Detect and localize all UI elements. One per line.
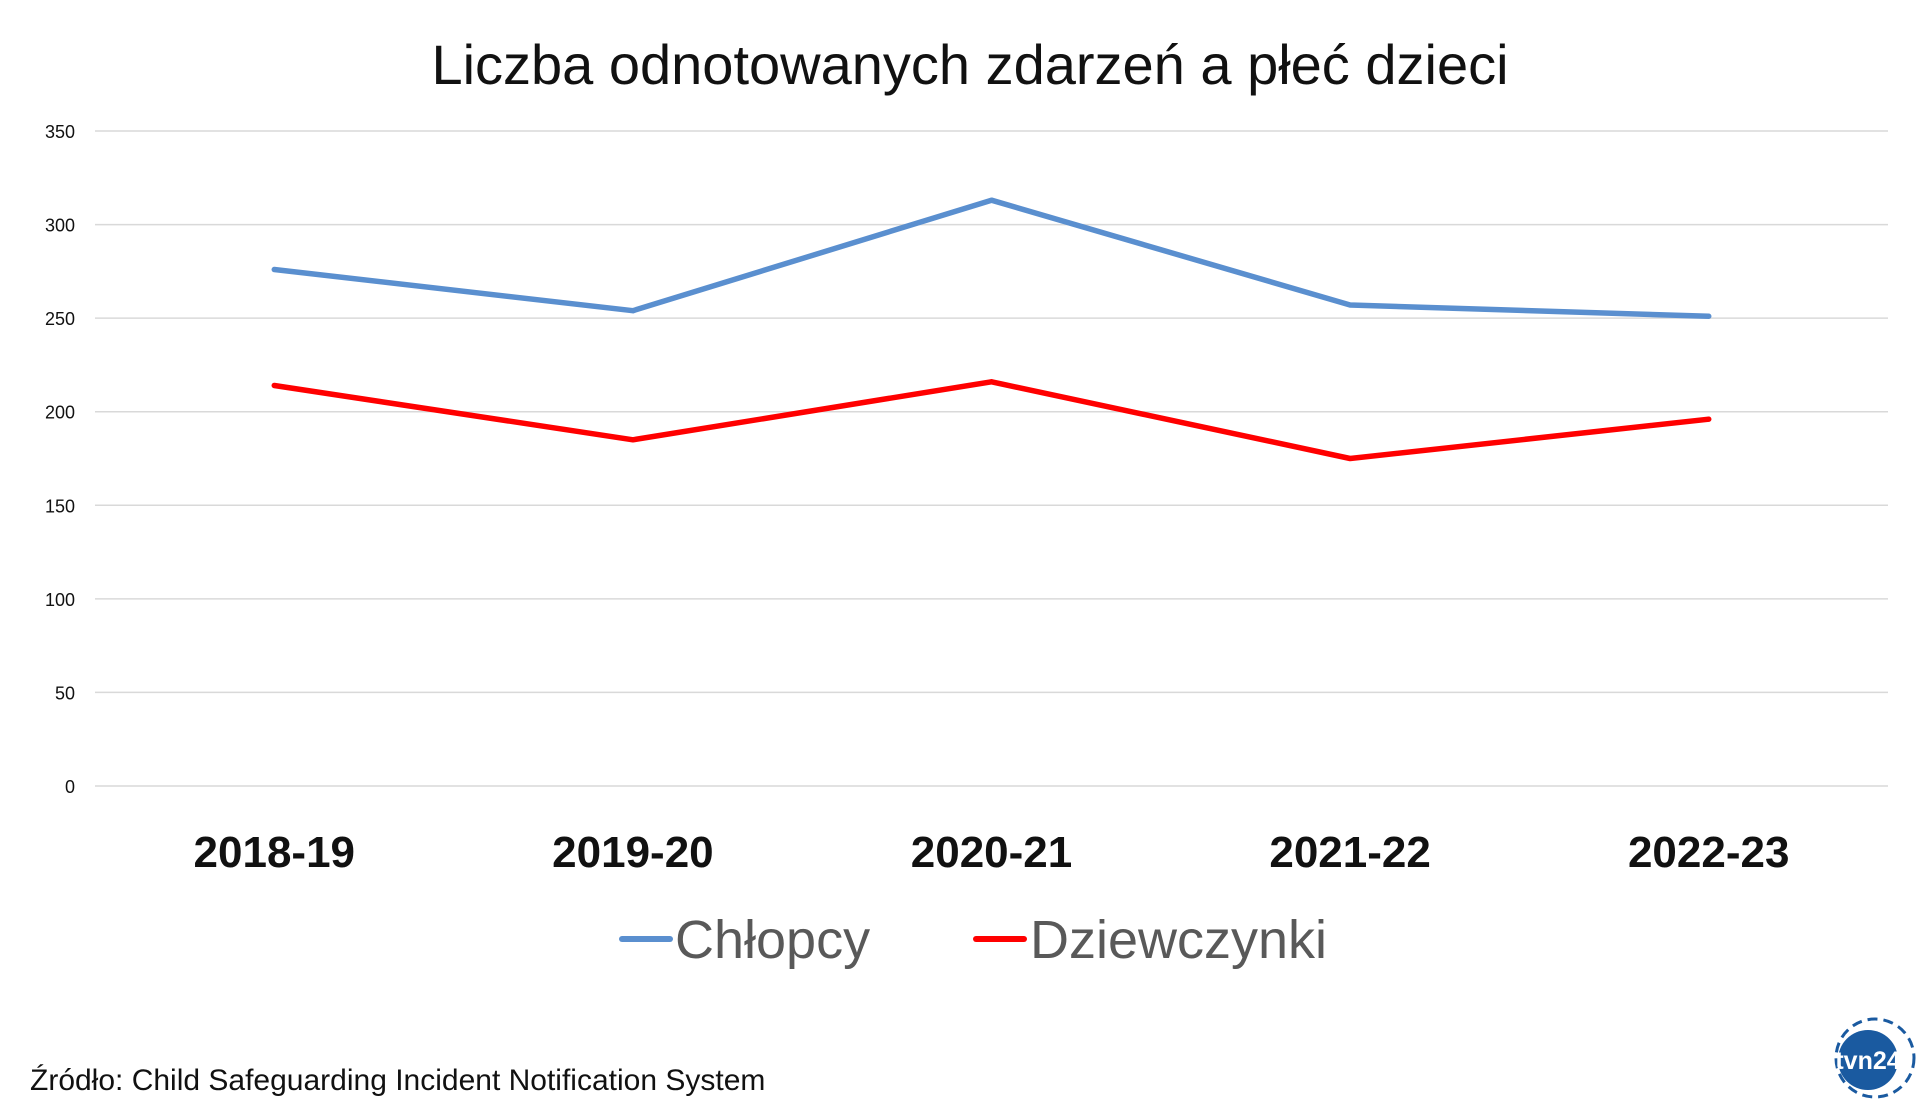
y-tick-label: 100 (45, 590, 75, 610)
x-tick-label: 2022-23 (1628, 828, 1789, 877)
y-tick-label: 300 (45, 216, 75, 236)
x-tick-label: 2021-22 (1269, 828, 1430, 877)
series-lines (271, 197, 1712, 462)
x-axis: 2018-19 2019-20 2020-21 2021-22 2022-23 (194, 828, 1790, 877)
legend: Chłopcy Dziewczynki (619, 910, 1327, 970)
data-point (271, 266, 277, 272)
x-tick-label: 2018-19 (194, 828, 355, 877)
legend-label: Chłopcy (675, 910, 870, 970)
series-line-0 (271, 197, 1712, 320)
x-tick-label: 2019-20 (552, 828, 713, 877)
data-point (1347, 302, 1353, 308)
data-point (1706, 313, 1712, 319)
series-line-1 (271, 379, 1712, 462)
data-point (1706, 416, 1712, 422)
y-axis: 0 50 100 150 200 250 300 350 (45, 122, 75, 797)
y-tick-label: 250 (45, 309, 75, 329)
x-tick-label: 2020-21 (911, 828, 1072, 877)
data-point (989, 379, 994, 385)
grid (95, 130, 1888, 787)
y-tick-label: 0 (65, 777, 75, 797)
y-tick-label: 50 (55, 683, 75, 703)
y-tick-label: 350 (45, 122, 75, 142)
source-note: Źródło: Child Safeguarding Incident Noti… (30, 1064, 765, 1097)
tvn24-logo: tvn24 (1834, 1017, 1916, 1099)
data-point (271, 383, 277, 389)
logo-disc (1838, 1030, 1898, 1090)
chart-title: Liczba odnotowanych zdarzeń a płeć dziec… (431, 33, 1508, 96)
data-point (1347, 456, 1353, 461)
logo-ring (1834, 1017, 1916, 1099)
legend-label: Dziewczynki (1030, 910, 1327, 970)
data-point (630, 308, 636, 314)
logo-text: tvn24 (1835, 1047, 1900, 1075)
y-tick-label: 150 (45, 496, 75, 516)
data-point (630, 437, 636, 443)
y-tick-label: 200 (45, 403, 75, 423)
data-point (989, 197, 994, 203)
